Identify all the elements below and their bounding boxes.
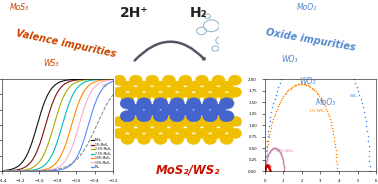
Text: H₂: H₂ <box>190 6 207 20</box>
Circle shape <box>220 93 233 103</box>
Circle shape <box>113 75 126 85</box>
Circle shape <box>170 134 184 144</box>
Circle shape <box>228 116 242 127</box>
Circle shape <box>113 116 126 127</box>
Circle shape <box>228 128 242 139</box>
Circle shape <box>154 122 167 132</box>
Circle shape <box>170 81 184 91</box>
Circle shape <box>220 134 233 144</box>
Circle shape <box>219 98 234 109</box>
Circle shape <box>121 93 134 103</box>
Circle shape <box>146 116 159 127</box>
Circle shape <box>203 110 218 122</box>
Text: WS₃: WS₃ <box>43 59 59 68</box>
Circle shape <box>129 75 143 85</box>
Text: MoS₃: MoS₃ <box>9 3 29 12</box>
Circle shape <box>179 87 192 97</box>
Circle shape <box>212 87 225 97</box>
Circle shape <box>195 75 209 85</box>
Circle shape <box>137 134 150 144</box>
Circle shape <box>220 122 233 132</box>
Circle shape <box>187 134 200 144</box>
Text: 10% WS₂: 10% WS₂ <box>275 149 293 153</box>
Circle shape <box>153 110 168 122</box>
Circle shape <box>179 116 192 127</box>
Circle shape <box>203 98 218 109</box>
Circle shape <box>187 93 200 103</box>
Text: MoO₂: MoO₂ <box>297 3 317 12</box>
Circle shape <box>203 122 217 132</box>
Circle shape <box>146 75 159 85</box>
Circle shape <box>203 93 217 103</box>
Circle shape <box>212 75 225 85</box>
Circle shape <box>129 116 143 127</box>
Circle shape <box>211 104 226 116</box>
Text: 1% WS₂: 1% WS₂ <box>309 109 325 113</box>
Circle shape <box>136 110 152 122</box>
Circle shape <box>220 81 233 91</box>
Circle shape <box>186 98 201 109</box>
Circle shape <box>153 98 168 109</box>
Circle shape <box>137 81 150 91</box>
Circle shape <box>154 81 167 91</box>
Circle shape <box>212 116 225 127</box>
Circle shape <box>121 122 134 132</box>
Text: MoS₂/WS₂: MoS₂/WS₂ <box>156 164 220 177</box>
Text: Valence impurities: Valence impurities <box>15 29 117 60</box>
Text: WO₂: WO₂ <box>299 77 316 86</box>
Legend: MoS₂, 1% MoS₂, 2.5% MoS₂, 7.5% MoS₂, 10% MoS₂, 15% MoS₂, Mo₂: MoS₂, 1% MoS₂, 2.5% MoS₂, 7.5% MoS₂, 10%… <box>91 138 112 170</box>
Circle shape <box>212 128 225 139</box>
Circle shape <box>161 104 176 116</box>
Circle shape <box>113 128 126 139</box>
Circle shape <box>162 116 175 127</box>
Circle shape <box>154 93 167 103</box>
Circle shape <box>137 93 150 103</box>
Circle shape <box>145 104 160 116</box>
Text: Oxide impurities: Oxide impurities <box>265 27 356 52</box>
Circle shape <box>146 87 159 97</box>
Text: GC: GC <box>102 84 108 88</box>
Circle shape <box>137 122 150 132</box>
Text: 2H⁺: 2H⁺ <box>120 6 149 20</box>
Circle shape <box>187 81 200 91</box>
Circle shape <box>129 87 143 97</box>
Circle shape <box>113 87 126 97</box>
Circle shape <box>186 110 201 122</box>
Circle shape <box>195 87 209 97</box>
Circle shape <box>194 104 209 116</box>
Circle shape <box>187 122 200 132</box>
Circle shape <box>178 104 193 116</box>
Circle shape <box>162 75 175 85</box>
Text: MoO₃: MoO₃ <box>316 98 336 107</box>
Circle shape <box>195 128 209 139</box>
Circle shape <box>162 87 175 97</box>
Circle shape <box>129 128 143 139</box>
Circle shape <box>136 98 152 109</box>
Circle shape <box>179 75 192 85</box>
Text: WO₃: WO₃ <box>282 55 298 64</box>
Circle shape <box>120 98 135 109</box>
Circle shape <box>128 104 143 116</box>
Circle shape <box>170 93 184 103</box>
Circle shape <box>120 110 135 122</box>
Circle shape <box>219 110 234 122</box>
Circle shape <box>170 98 184 109</box>
FancyArrowPatch shape <box>135 42 204 61</box>
Y-axis label: -Z'' (kΩ): -Z'' (kΩ) <box>239 116 243 134</box>
Circle shape <box>203 81 217 91</box>
Circle shape <box>121 81 134 91</box>
Circle shape <box>162 128 175 139</box>
Circle shape <box>179 128 192 139</box>
Text: WS₂: WS₂ <box>350 94 358 98</box>
Circle shape <box>170 110 184 122</box>
Circle shape <box>121 134 134 144</box>
Circle shape <box>203 134 217 144</box>
Circle shape <box>154 134 167 144</box>
Circle shape <box>146 128 159 139</box>
Circle shape <box>228 75 242 85</box>
Circle shape <box>195 116 209 127</box>
Text: WS₃: WS₃ <box>265 164 273 167</box>
Circle shape <box>170 122 184 132</box>
Circle shape <box>228 87 242 97</box>
